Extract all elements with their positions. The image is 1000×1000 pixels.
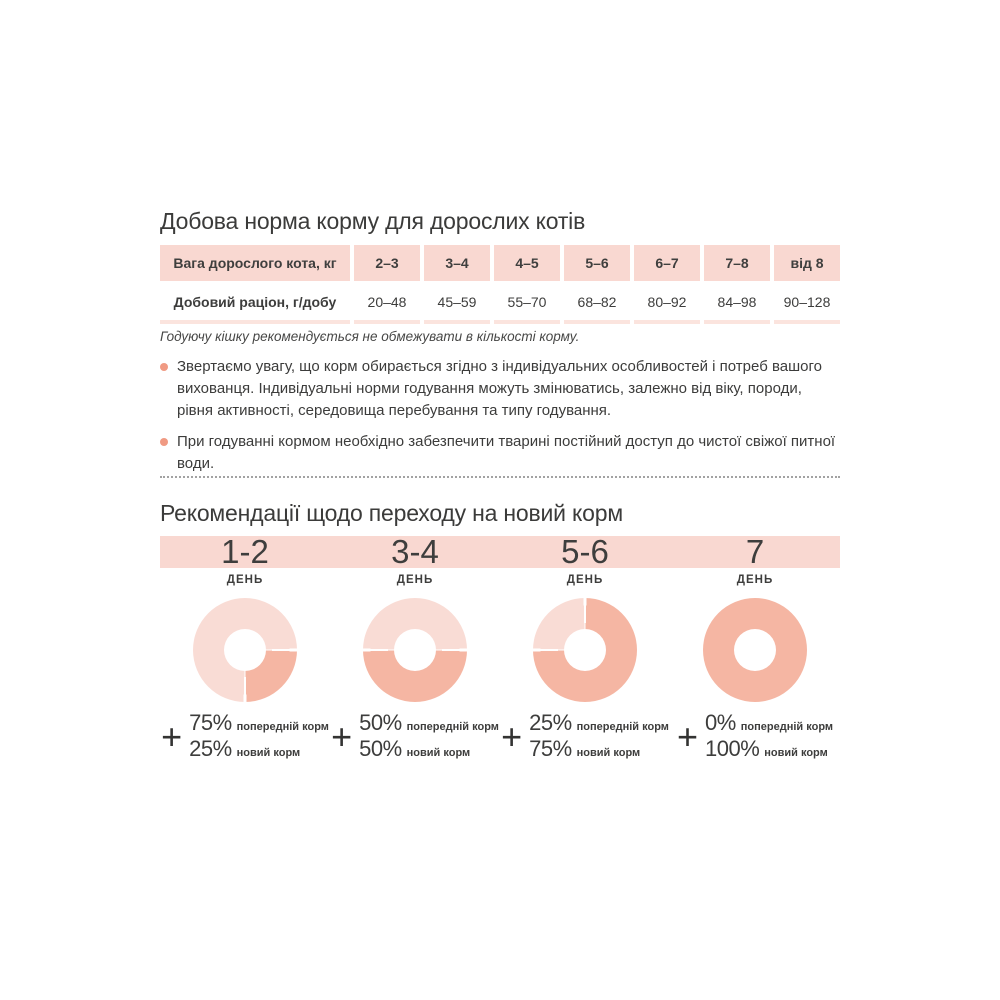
table-header-cell: 2–3	[354, 245, 420, 281]
old-food-label: попередній корм	[236, 721, 329, 733]
nursing-cat-note: Годуючу кішку рекомендується не обмежува…	[160, 329, 580, 344]
old-food-percent: 0%	[704, 710, 736, 735]
day-range-label: 1-2	[221, 533, 269, 570]
notes-list: Звертаємо увагу, що корм обирається згід…	[160, 356, 840, 484]
daily-ration-title: Добова норма корму для дорослих котів	[160, 208, 586, 234]
legend-lines: 25% попередній корм 75% новий корм	[529, 712, 669, 764]
legend-old-line: 75% попередній корм	[189, 712, 329, 738]
table-header-cell: 4–5	[494, 245, 560, 281]
table-header-row: Вага дорослого кота, кг 2–3 3–4 4–5 5–6 …	[160, 245, 840, 281]
old-food-percent: 50%	[359, 710, 402, 735]
new-food-percent: 25%	[189, 736, 232, 761]
legend-new-line: 25% новий корм	[189, 738, 329, 764]
donut-column	[160, 598, 330, 702]
day-unit-label: ДЕНЬ	[566, 574, 604, 586]
old-food-percent: 75%	[189, 710, 232, 735]
table-data-cell: 55–70	[494, 284, 560, 324]
list-item: Звертаємо увагу, що корм обирається згід…	[160, 356, 840, 422]
table-data-cell: 84–98	[704, 284, 770, 324]
legend-new-line: 75% новий корм	[529, 738, 669, 764]
new-food-label: новий корм	[236, 747, 301, 759]
legend-new-line: 50% новий корм	[359, 738, 499, 764]
legend-day-7: + 0% попередній корм 100% новий корм	[670, 712, 840, 764]
day-unit-label: ДЕНЬ	[396, 574, 434, 586]
bullet-dot-icon	[160, 363, 168, 371]
plus-icon: +	[676, 716, 698, 757]
donut-column	[670, 598, 840, 702]
day-unit-label: ДЕНЬ	[226, 574, 264, 586]
plus-icon: +	[161, 716, 183, 757]
new-food-percent: 75%	[529, 736, 572, 761]
donut-chart-row	[160, 598, 840, 702]
table-data-cell: 68–82	[564, 284, 630, 324]
legend-old-line: 25% попередній корм	[529, 712, 669, 738]
table-header-cell: 7–8	[704, 245, 770, 281]
table-header-cell: 6–7	[634, 245, 700, 281]
legend-lines: 50% попередній корм 50% новий корм	[359, 712, 499, 764]
note-text: При годуванні кормом необхідно забезпечи…	[177, 433, 836, 472]
old-food-label: попередній корм	[576, 721, 669, 733]
day-unit-row: ДЕНЬ ДЕНЬ ДЕНЬ ДЕНЬ	[160, 574, 840, 586]
donut-column	[330, 598, 500, 702]
day-unit-label: ДЕНЬ	[736, 574, 774, 586]
table-header-cell: від 8	[774, 245, 840, 281]
new-food-label: новий корм	[576, 747, 641, 759]
legend-new-line: 100% новий корм	[705, 738, 833, 764]
new-food-percent: 100%	[704, 736, 760, 761]
old-food-percent: 25%	[529, 710, 572, 735]
daily-ration-table: Вага дорослого кота, кг 2–3 3–4 4–5 5–6 …	[160, 245, 840, 324]
table-data-cell: 90–128	[774, 284, 840, 324]
donut-column	[500, 598, 670, 702]
day-range-label: 7	[745, 533, 765, 570]
legend-lines: 75% попередній корм 25% новий корм	[189, 712, 329, 764]
legend-row: + 75% попередній корм 25% новий корм + 5…	[160, 712, 840, 764]
donut-chart-day-5-6	[533, 598, 637, 702]
transition-title: Рекомендації щодо переходу на новий корм	[160, 500, 623, 526]
table-header-cell: 3–4	[424, 245, 490, 281]
day-range-label: 5-6	[561, 533, 609, 570]
table-data-cell: 20–48	[354, 284, 420, 324]
table-data-cell: 80–92	[634, 284, 700, 324]
old-food-label: попередній корм	[406, 721, 499, 733]
table-data-cell: 45–59	[424, 284, 490, 324]
table-header-cell: 5–6	[564, 245, 630, 281]
table-data-row: Добовий раціон, г/добу 20–48 45–59 55–70…	[160, 284, 840, 324]
plus-icon: +	[331, 716, 353, 757]
new-food-percent: 50%	[359, 736, 402, 761]
day-number-band: 1-2 3-4 5-6 7	[160, 533, 840, 570]
table-ration-label: Добовий раціон, г/добу	[160, 284, 350, 324]
list-item: При годуванні кормом необхідно забезпечи…	[160, 431, 840, 475]
new-food-label: новий корм	[764, 747, 828, 759]
dotted-divider	[160, 476, 840, 478]
legend-old-line: 0% попередній корм	[705, 712, 833, 738]
old-food-label: попередній корм	[740, 721, 834, 733]
plus-icon: +	[501, 716, 523, 757]
day-range-label: 3-4	[391, 533, 439, 570]
legend-day-3-4: + 50% попередній корм 50% новий корм	[330, 712, 500, 764]
bullet-dot-icon	[160, 438, 168, 446]
legend-day-1-2: + 75% попередній корм 25% новий корм	[160, 712, 330, 764]
note-text: Звертаємо увагу, що корм обирається згід…	[177, 358, 822, 419]
donut-chart-day-7	[703, 598, 807, 702]
donut-chart-day-1-2	[193, 598, 297, 702]
legend-lines: 0% попередній корм 100% новий корм	[705, 712, 833, 764]
legend-old-line: 50% попередній корм	[359, 712, 499, 738]
legend-day-5-6: + 25% попередній корм 75% новий корм	[500, 712, 670, 764]
table-header-weight-label: Вага дорослого кота, кг	[160, 245, 350, 281]
donut-chart-day-3-4	[363, 598, 467, 702]
new-food-label: новий корм	[406, 747, 471, 759]
